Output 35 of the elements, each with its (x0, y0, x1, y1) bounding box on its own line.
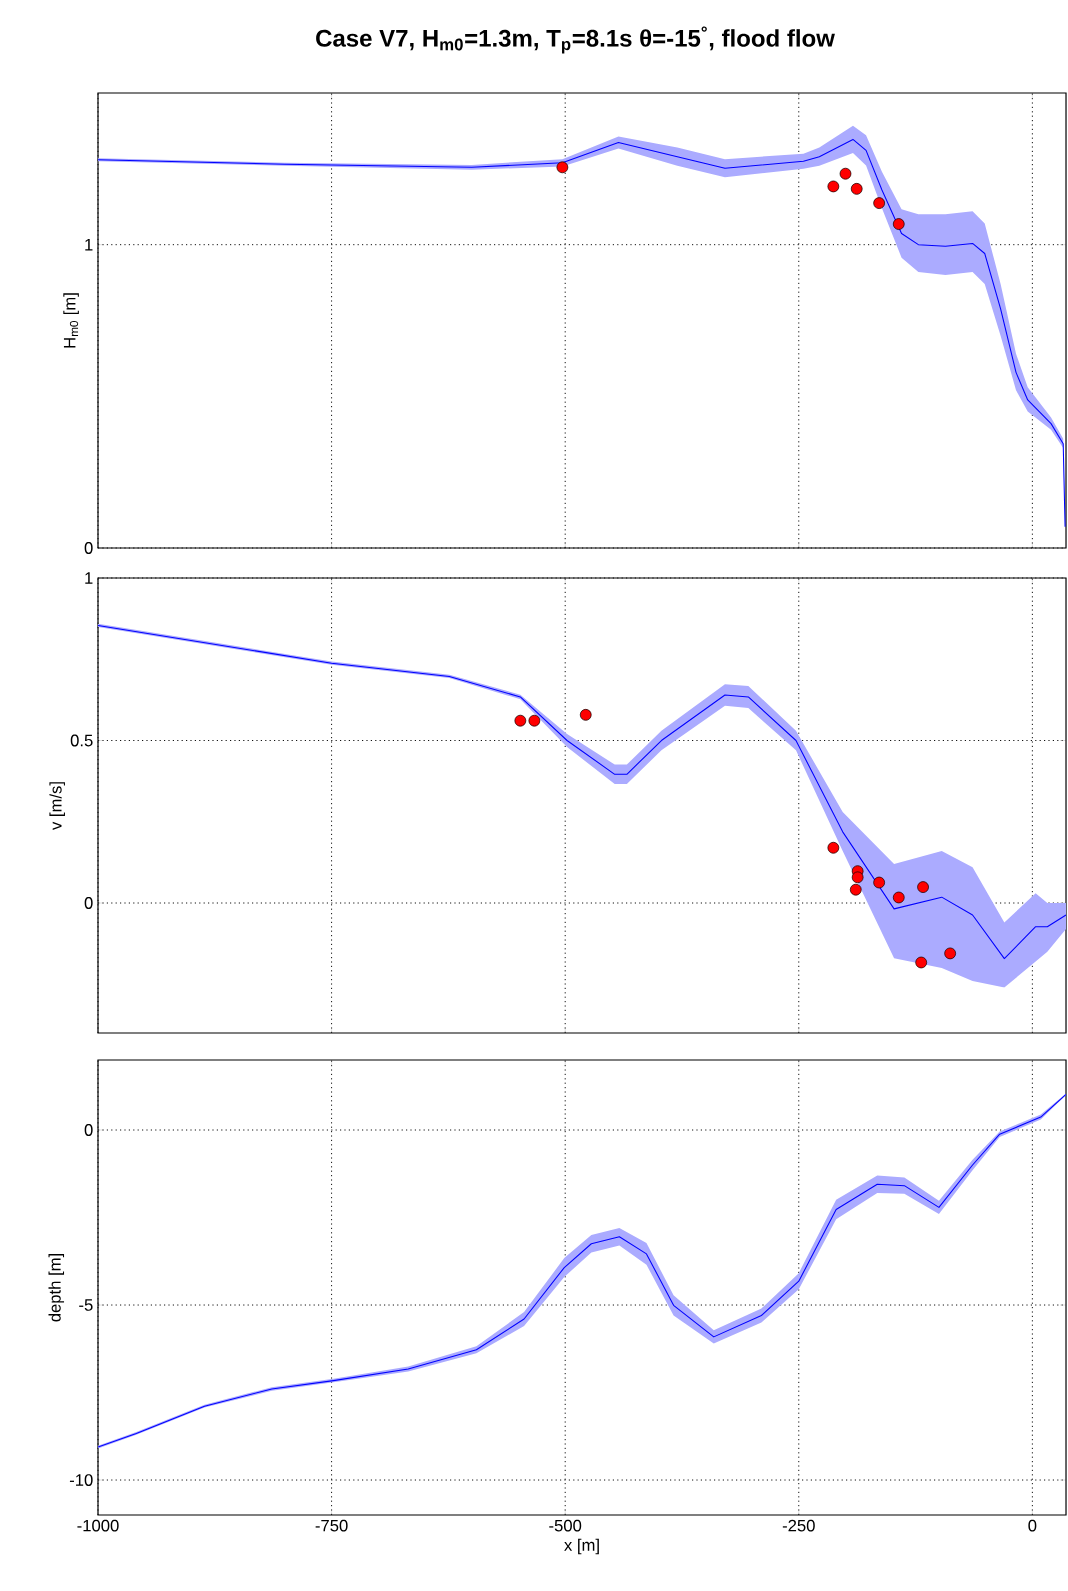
point (849, 883, 862, 896)
y-tick-label: 0 (84, 897, 93, 909)
y-tick-label: 0.5 (70, 734, 93, 747)
point (892, 218, 905, 230)
x-tick-label: 0 (1028, 1519, 1037, 1532)
x-tick-label: -1000 (77, 1519, 119, 1532)
point (839, 167, 852, 180)
point (514, 714, 527, 727)
point (579, 708, 592, 721)
x-tick-label: -500 (549, 1519, 582, 1532)
point (892, 891, 905, 904)
y-tick-label: 0 (84, 542, 93, 554)
y-tick-label: -5 (79, 1299, 93, 1311)
x-tick-label: -250 (782, 1519, 815, 1532)
point (827, 180, 840, 193)
point (827, 841, 840, 854)
y-axis-title: depth [m] (48, 1253, 65, 1322)
point (528, 714, 541, 727)
point (873, 876, 885, 889)
chart-title: Case V7, H$_{m0}$=1.3m, T$_{p}$=8.1s θ=-15$^{°}$, flood flow (316, 26, 835, 54)
y-tick-label: 1 (85, 238, 93, 251)
point (556, 161, 569, 174)
y-tick-label: 0 (84, 1124, 93, 1136)
point (851, 871, 864, 884)
point (944, 947, 956, 960)
y-axis-title: v [m/s] (49, 782, 65, 830)
x-axis-title: x [m] (564, 1538, 599, 1555)
point (917, 881, 929, 893)
point (915, 956, 928, 969)
point (850, 183, 863, 195)
point (873, 197, 885, 209)
y-tick-label: 1 (85, 572, 93, 584)
x-tick-label: -750 (315, 1519, 348, 1532)
y-axis-title: H$_{m0}$ [m] (63, 293, 79, 348)
y-tick-label: -10 (69, 1474, 93, 1486)
